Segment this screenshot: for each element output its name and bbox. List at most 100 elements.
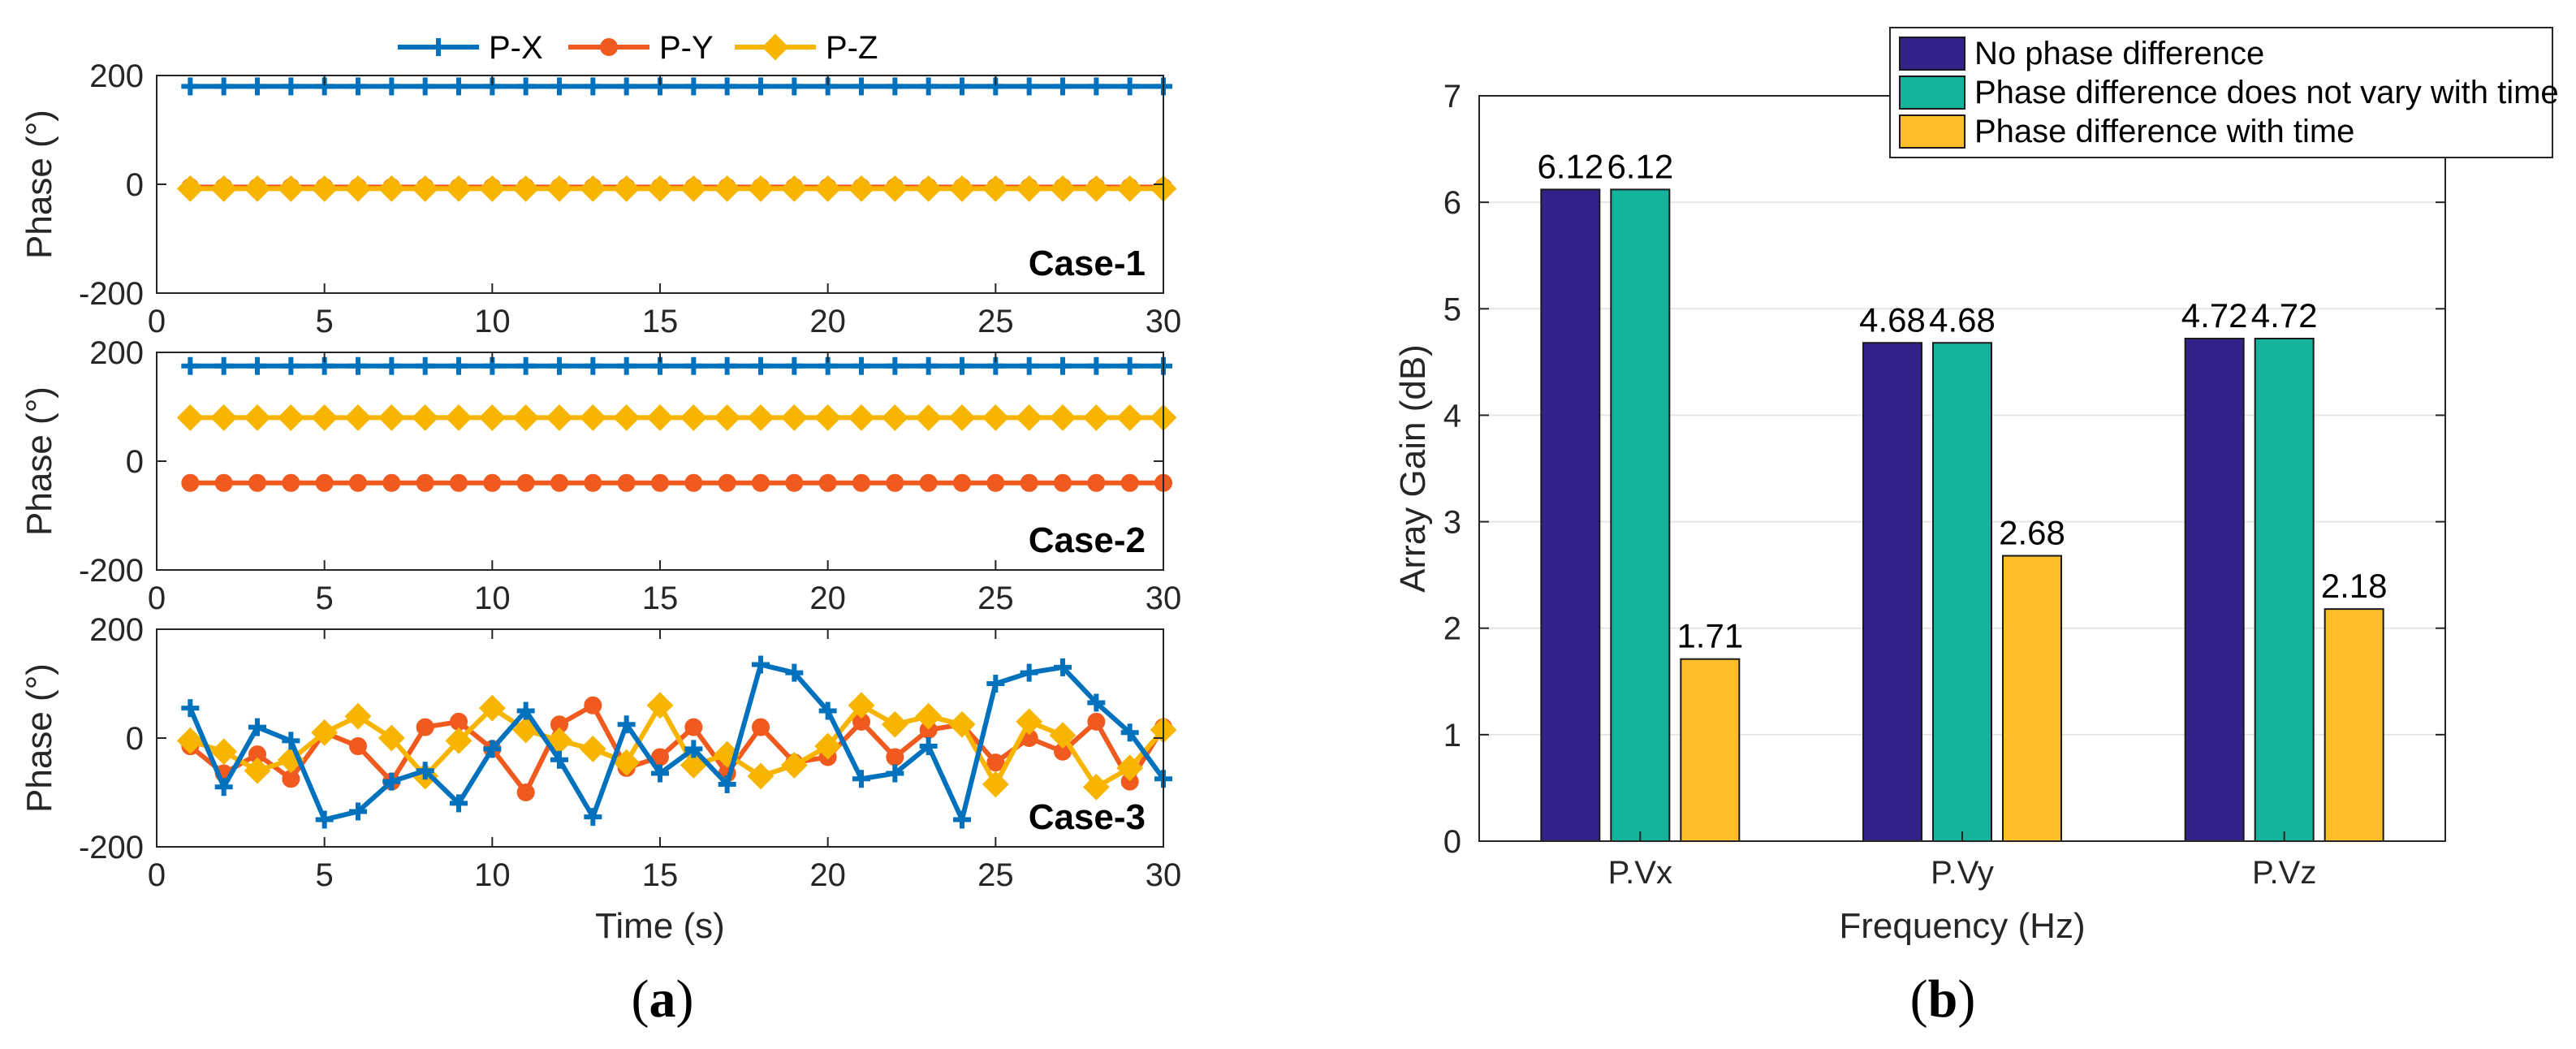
- y-axis-label-b: Array Gain (dB): [1393, 344, 1433, 593]
- point-p-z-9: [445, 727, 472, 754]
- x-tick-label: 0: [148, 857, 166, 893]
- point-p-z-15: [646, 404, 674, 431]
- point-p-z-12: [546, 404, 573, 431]
- bar-data-label: 2.68: [1999, 514, 2065, 552]
- legend-p-z-marker: [762, 33, 789, 61]
- point-p-z-7: [378, 404, 405, 431]
- x-axis-label-a: Time (s): [595, 906, 725, 946]
- point-p-y-16: [684, 473, 703, 492]
- point-p-z-12: [546, 175, 573, 202]
- axes-box: [156, 628, 1164, 848]
- point-p-z-19: [780, 175, 808, 202]
- point-p-z-13: [579, 404, 606, 431]
- point-p-z-7: [378, 724, 405, 752]
- x-tick-label: P.Vz: [2252, 855, 2316, 891]
- point-p-z-28: [1082, 404, 1110, 431]
- point-p-y-20: [818, 473, 837, 492]
- point-p-y-9: [450, 712, 468, 731]
- point-p-z-1: [176, 175, 204, 202]
- point-p-z-2: [210, 175, 238, 202]
- y-tick-label: 5: [1443, 291, 1461, 327]
- point-p-z-24: [948, 710, 976, 738]
- x-tick-label: 15: [642, 581, 679, 616]
- y-tick-label: 1: [1443, 718, 1461, 753]
- x-tick-label: 25: [977, 857, 1014, 893]
- point-p-z-9: [445, 175, 472, 202]
- y-tick-label: -200: [79, 830, 144, 866]
- point-p-z-27: [1049, 722, 1077, 749]
- legend-p-z-label: P-Z: [826, 30, 878, 66]
- x-tick-label: 20: [809, 581, 846, 616]
- point-p-z-29: [1116, 175, 1144, 202]
- point-p-y-5: [315, 473, 334, 492]
- x-tick-label: 30: [1146, 581, 1182, 616]
- panel-a-letter: a: [649, 969, 676, 1029]
- point-p-z-5: [311, 175, 339, 202]
- point-p-z-25: [982, 771, 1009, 798]
- point-p-z-1: [176, 404, 204, 431]
- y-tick-label: -200: [79, 553, 144, 589]
- point-p-z-10: [478, 404, 506, 431]
- point-p-z-2: [210, 404, 238, 431]
- case-label-3: Case-3: [1029, 797, 1146, 837]
- y-tick-label: 200: [89, 58, 144, 94]
- point-p-z-14: [613, 404, 641, 431]
- point-p-z-20: [814, 732, 842, 760]
- point-p-y-17: [718, 473, 736, 492]
- point-p-y-27: [1054, 473, 1072, 492]
- point-p-y-11: [516, 784, 535, 801]
- point-p-y-25: [986, 473, 1005, 492]
- point-p-z-17: [714, 175, 741, 202]
- point-p-z-11: [512, 404, 540, 431]
- point-p-y-19: [785, 473, 804, 492]
- point-p-z-26: [1016, 404, 1043, 431]
- legend-box: [1889, 27, 2553, 158]
- point-p-y-29: [1120, 473, 1139, 492]
- panel-b-close: ): [1957, 969, 1975, 1029]
- point-p-z-29: [1116, 404, 1144, 431]
- panel-b-letter: b: [1928, 969, 1958, 1029]
- point-p-y-18: [752, 718, 770, 736]
- point-p-z-24: [948, 175, 976, 202]
- point-p-z-13: [579, 175, 606, 202]
- legend-b: No phase difference Phase difference does…: [1889, 27, 2559, 158]
- point-p-z-29: [1116, 754, 1144, 782]
- point-p-y-26: [1020, 473, 1038, 492]
- x-tick-label: 15: [642, 857, 679, 893]
- x-axis-label-b: Frequency (Hz): [1839, 906, 2085, 946]
- point-p-y-6: [349, 473, 367, 492]
- legend-label-2: Phase difference does not vary with time: [1974, 75, 2559, 110]
- point-p-y-18: [752, 473, 770, 492]
- series-p-z-line: [189, 702, 1166, 790]
- point-p-z-22: [881, 175, 908, 202]
- point-p-z-14: [613, 175, 641, 202]
- bar-pvx-s1: [1540, 188, 1601, 843]
- bar-data-label: 4.68: [1859, 300, 1926, 339]
- point-p-z-15: [646, 692, 674, 719]
- point-p-z-2: [210, 738, 238, 766]
- y-axis-label: Phase (°): [19, 110, 59, 259]
- legend-a: P-X P-Y P-Z: [398, 30, 878, 66]
- point-p-z-11: [512, 175, 540, 202]
- panel-a-open: (: [632, 969, 649, 1029]
- y-tick-label: 4: [1443, 398, 1461, 434]
- bar-pvy-s2: [1932, 342, 1992, 843]
- point-p-y-13: [584, 473, 602, 492]
- y-tick-label: 0: [1443, 824, 1461, 860]
- point-p-z-3: [244, 175, 271, 202]
- x-tick-label: 5: [316, 857, 334, 893]
- x-tick-label: 30: [1146, 857, 1182, 893]
- y-tick-label: 3: [1443, 505, 1461, 541]
- point-p-z-15: [646, 175, 674, 202]
- point-p-y-22: [886, 748, 904, 766]
- bar-data-label: 4.72: [2181, 296, 2248, 335]
- point-p-y-1: [181, 473, 200, 492]
- x-tick-label: 10: [474, 857, 511, 893]
- point-p-y-6: [349, 737, 367, 756]
- legend-label-3: Phase difference with time: [1974, 114, 2354, 149]
- point-p-z-9: [445, 404, 472, 431]
- point-p-y-22: [886, 473, 904, 492]
- y-tick-label: 0: [126, 167, 144, 203]
